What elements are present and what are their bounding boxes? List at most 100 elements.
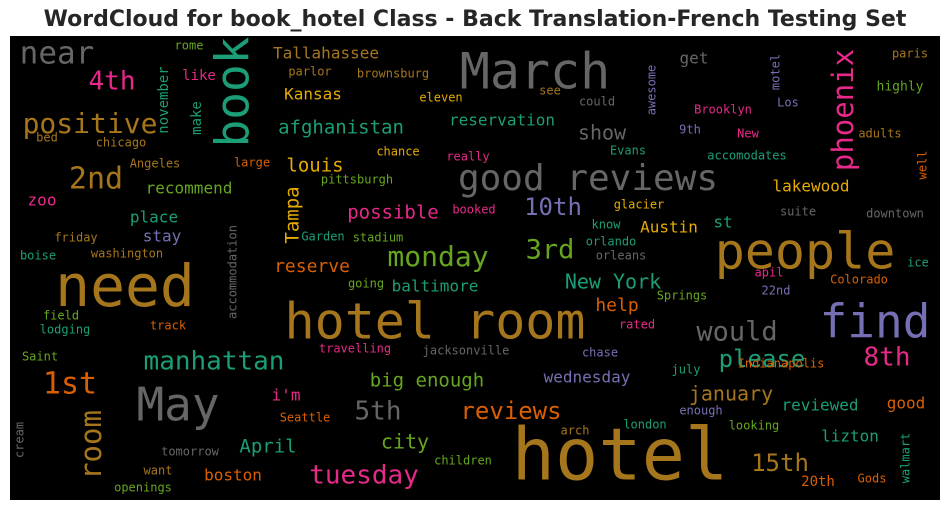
- word: pittsburgh: [321, 173, 393, 187]
- word: positive: [23, 107, 158, 140]
- word: eleven: [419, 91, 462, 105]
- word: glacier: [614, 198, 665, 212]
- word: 3rd: [526, 235, 575, 266]
- word: possible: [347, 202, 439, 224]
- word: monday: [387, 240, 488, 273]
- word: accommodation: [226, 225, 240, 319]
- word: 20th: [801, 474, 835, 490]
- word: 8th: [864, 343, 911, 373]
- word: know: [592, 218, 622, 232]
- word: reserve: [274, 256, 350, 277]
- word: booked: [452, 203, 495, 217]
- word: jacksonville: [423, 344, 510, 358]
- word: boise: [20, 249, 56, 263]
- word: Los: [777, 96, 799, 110]
- word: tomorrow: [161, 445, 220, 459]
- word: manhattan: [144, 347, 285, 377]
- word: show: [578, 121, 627, 145]
- word: 15th: [751, 449, 809, 477]
- word: find: [820, 295, 931, 349]
- word: november: [156, 66, 172, 133]
- word: motel: [769, 54, 783, 90]
- word: Gods: [858, 472, 887, 486]
- word: field: [43, 309, 79, 323]
- word: reservation: [449, 111, 555, 130]
- word: 1st: [43, 367, 97, 402]
- word: good: [887, 394, 926, 413]
- word: parlor: [288, 65, 331, 79]
- word: stadium: [353, 231, 404, 245]
- word: near: [20, 36, 95, 72]
- word: 2nd: [69, 162, 123, 197]
- word: cream: [13, 422, 27, 458]
- word: adults: [858, 127, 901, 141]
- word: tuesday: [309, 461, 419, 491]
- word: lizton: [821, 427, 879, 446]
- word: Brooklyn: [694, 103, 752, 117]
- word: get: [680, 49, 709, 68]
- word: would: [696, 317, 777, 348]
- word: downtown: [866, 207, 924, 221]
- word: enough: [679, 404, 722, 418]
- word: Seattle: [280, 411, 331, 425]
- word: walmart: [899, 433, 913, 484]
- word: brownsburg: [357, 67, 429, 81]
- word: orleans: [596, 249, 647, 263]
- word: bed: [36, 131, 58, 145]
- chart-title: WordCloud for book_hotel Class - Back Tr…: [44, 7, 907, 32]
- word: boston: [204, 466, 262, 485]
- word: phoenix: [826, 49, 860, 171]
- word: please: [719, 345, 806, 373]
- word: see: [539, 84, 561, 98]
- word: reviews: [460, 397, 561, 425]
- word: Garden: [301, 230, 344, 244]
- word: Kansas: [284, 85, 342, 104]
- word: New: [737, 127, 759, 141]
- word: Indianapolis: [738, 357, 825, 371]
- word: May: [136, 378, 219, 432]
- word: big enough: [370, 370, 484, 392]
- word: Tampa: [282, 186, 304, 243]
- word: need: [55, 252, 195, 320]
- word: lakewood: [772, 177, 849, 196]
- word: lodging: [40, 323, 91, 337]
- word: New York: [565, 270, 661, 294]
- word: chicago: [96, 136, 147, 150]
- word: going: [348, 277, 384, 291]
- word: orlando: [586, 235, 637, 249]
- word: track: [150, 319, 187, 333]
- word: room: [74, 410, 108, 480]
- word: july: [672, 363, 701, 377]
- word: st: [713, 213, 732, 232]
- word: really: [446, 150, 489, 164]
- word: want: [144, 464, 173, 478]
- word: good reviews: [458, 158, 718, 199]
- word: could: [579, 95, 615, 109]
- word: April: [239, 436, 296, 458]
- word: people: [715, 223, 896, 281]
- word: openings: [114, 481, 172, 495]
- word: place: [130, 208, 178, 227]
- word: ice: [907, 256, 929, 270]
- word: zoo: [28, 191, 57, 210]
- word: help: [595, 295, 638, 316]
- word: Angeles: [130, 157, 181, 171]
- word: 5th: [355, 397, 402, 427]
- word: i'm: [272, 386, 301, 405]
- word: apil: [755, 266, 784, 280]
- word: hotel room: [284, 293, 585, 351]
- word: washington: [91, 247, 163, 261]
- word: Evans: [610, 144, 646, 158]
- word: 9th: [679, 123, 701, 137]
- word: awesome: [645, 65, 659, 116]
- word: March: [460, 43, 611, 101]
- word: well: [916, 151, 930, 180]
- word: baltimore: [392, 277, 479, 296]
- word: rated: [619, 318, 655, 332]
- word: large: [234, 156, 270, 170]
- word: january: [689, 382, 773, 406]
- word: like: [182, 68, 216, 84]
- word: arch: [561, 424, 590, 438]
